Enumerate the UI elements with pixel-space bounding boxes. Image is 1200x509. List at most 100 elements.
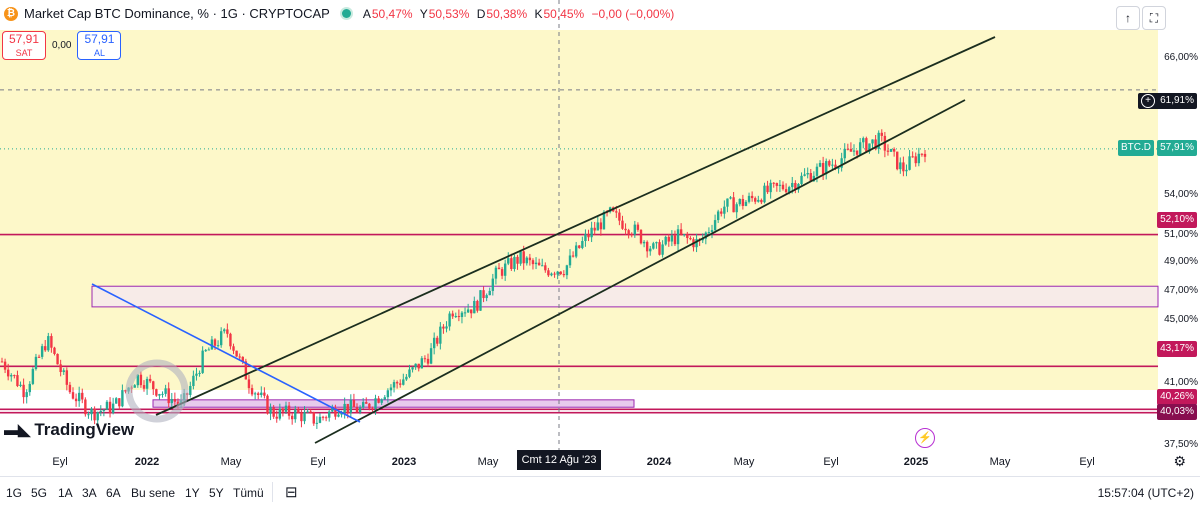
candle-body [161,393,164,395]
candle-body [655,242,658,244]
tradingview-logo[interactable]: ▬◣ TradingView [4,420,134,440]
candle-body [247,379,251,389]
candle-body [121,390,124,407]
gear-icon[interactable]: ⚙ [1173,453,1186,469]
candle-body [726,198,729,207]
candle-body [744,201,748,206]
date-range-icon[interactable]: ⊟ [285,484,298,501]
candle-body [713,220,717,231]
price-tick: 45,00% [1164,314,1198,325]
fullscreen-icon[interactable]: ⛶ [1142,6,1166,30]
candle-body [537,262,541,266]
candle-body [395,382,399,384]
candle-body [111,403,115,413]
chart-area[interactable] [0,0,1200,450]
candle-body [133,385,136,388]
candle-body [828,161,831,166]
candle-body [849,148,853,152]
candle-body [19,384,22,387]
candle-body [241,356,244,362]
candle-body [652,243,655,249]
chart-svg[interactable] [0,0,1200,450]
timeframe-ytd[interactable]: Bu sene [131,486,176,500]
candle-body [343,403,346,413]
candle-body [442,326,445,329]
sell-button[interactable]: 57,91 SAT [2,31,46,60]
candle-body [599,222,603,230]
candle-body [408,369,411,377]
candle-body [303,412,306,422]
candle-body [250,388,254,395]
candle-body [679,229,683,235]
timeframe-5y[interactable]: 5Y [209,486,224,500]
candle-body [318,416,322,423]
candle-body [414,363,417,368]
candle-body [602,211,606,230]
crosshair-plus-icon[interactable]: + [1141,94,1156,108]
timeframe-1d[interactable]: 1G [6,486,23,500]
timeframe-3m[interactable]: 3A [82,486,97,500]
candle-body [195,373,198,376]
candle-body [244,361,248,380]
arrow-up-icon[interactable]: ↑ [1116,6,1140,30]
candle-body [315,422,319,424]
candle-body [673,235,677,245]
candle-body [729,197,732,199]
candle-body [306,411,309,413]
clock[interactable]: 15:57:04 (UTC+2) [1097,486,1194,500]
candle-body [661,244,664,255]
candle-body [158,394,161,396]
candle-body [889,148,893,152]
timeframe-1y[interactable]: 1Y [185,486,200,500]
candle-body [766,185,769,193]
candle-body [189,386,192,395]
candle-body [809,173,812,182]
time-tick: 2025 [903,456,929,468]
candle-body [439,326,442,344]
candle-body [216,345,220,347]
buy-button[interactable]: 57,91 AL [77,31,122,60]
candle-body [90,408,93,415]
timeframe-5d[interactable]: 5G [31,486,48,500]
candle-body [210,339,214,350]
candle-body [531,260,535,265]
candle-body [892,148,896,152]
candle-body [716,211,720,221]
candle-body [803,174,806,176]
level-label: 52,10% [1157,212,1197,228]
candle-body [772,182,775,184]
time-tick: May [989,456,1011,468]
price-tick: 41,00% [1164,377,1198,388]
timeframe-all[interactable]: Tümü [233,486,264,500]
candle-body [402,379,405,385]
candle-body [510,258,513,269]
lightning-icon[interactable]: ⚡ [915,428,935,448]
timeframe-6m[interactable]: 6A [106,486,121,500]
candle-body [899,162,902,170]
bitcoin-icon: ₿ [4,6,18,21]
candle-body [290,415,294,420]
candle-body [701,238,704,241]
timeframe-1m[interactable]: 1A [58,486,73,500]
candle-body [473,300,476,314]
candle-body [760,199,763,203]
candle-body [426,358,430,364]
candle-body [633,224,637,235]
candle-body [266,395,269,414]
candle-body [720,211,723,214]
candle-body [386,390,390,398]
candle-body [312,412,315,424]
candle-body [204,350,207,352]
candle-body [769,182,772,193]
candle-body [868,143,871,152]
candle-body [908,156,911,170]
candle-body [448,313,451,327]
toolbar-divider [272,482,273,502]
crosshair-date-label: Cmt 12 Ağu '23 [517,450,601,470]
candle-body [840,158,843,168]
symbol-title[interactable]: Market Cap BTC Dominance, % · 1G · CRYPT… [24,6,330,21]
candle-body [53,347,56,354]
candle-body [763,185,766,203]
last-price-label: 57,91% [1157,140,1197,156]
candle-body [667,236,670,242]
